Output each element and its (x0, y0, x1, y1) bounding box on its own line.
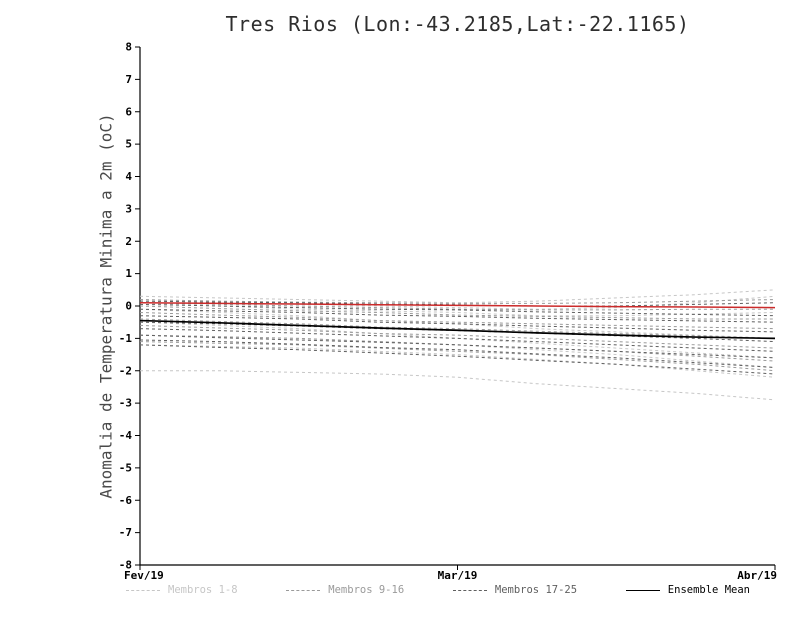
member-line (139, 334, 776, 369)
member-line (139, 328, 776, 352)
member-line (139, 302, 775, 311)
member-line (139, 334, 776, 362)
legend-label: Membros 1-8 (168, 584, 238, 596)
member-line (139, 300, 776, 307)
member-line (139, 289, 776, 304)
reference-line (139, 302, 776, 309)
member-line (139, 318, 776, 339)
member-line (139, 308, 776, 339)
legend-line-sample-membros-17-25 (452, 589, 487, 591)
y-tick-label: -7 (119, 526, 132, 539)
member-line (139, 321, 776, 359)
legend-label: Membros 9-16 (328, 584, 405, 596)
member-line (139, 334, 776, 359)
y-tick-label: -4 (119, 429, 133, 442)
legend-item-membros-9-16: Membros 9-16 (286, 584, 404, 596)
member-line (139, 315, 776, 333)
legend-line-sample-membros-9-16 (286, 589, 321, 591)
legend-item-ensemble-mean: Ensemble Mean (625, 584, 750, 596)
member-line (139, 295, 776, 310)
y-tick-label: 1 (125, 267, 132, 280)
y-tick-label: 5 (125, 138, 132, 151)
y-tick-label: 2 (125, 235, 132, 248)
member-line (139, 302, 776, 317)
legend-line-sample-membros-1-8 (126, 589, 160, 591)
member-line (139, 305, 775, 320)
x-tick-label: Mar/19 (438, 569, 478, 582)
y-tick-label: 6 (125, 105, 132, 118)
member-line (139, 303, 776, 317)
y-tick-label: 0 (125, 300, 132, 313)
y-tick-label: 7 (125, 73, 132, 86)
y-tick-label: 8 (125, 41, 132, 54)
member-line (139, 344, 776, 378)
legend: Membros 1-8 Membros 9-16 Membros 17-25 E… (126, 584, 750, 596)
member-line (140, 370, 776, 401)
y-tick-label: -8 (119, 559, 132, 572)
member-line (139, 299, 776, 304)
y-tick-label: 4 (125, 170, 132, 183)
ensemble-mean-line (139, 319, 776, 340)
y-axis-label: Anomalia de Temperatura Minima a 2m (oC) (96, 113, 116, 499)
legend-item-membros-17-25: Membros 17-25 (452, 584, 578, 596)
x-tick-label: Fev/19 (124, 569, 164, 582)
y-tick-label: -5 (119, 461, 132, 474)
legend-label: Ensemble Mean (667, 584, 750, 596)
member-line (139, 341, 776, 372)
y-tick-label: -1 (119, 332, 133, 345)
member-line (139, 308, 776, 323)
y-tick-label: -6 (119, 494, 133, 507)
chart-title: Tres Rios (Lon:-43.2185,Lat:-22.1165) (225, 12, 690, 36)
y-tick-label: -3 (119, 397, 132, 410)
member-line (139, 321, 776, 343)
legend-item-membros-1-8: Membros 1-8 (126, 584, 238, 596)
y-tick-label: -2 (119, 364, 132, 377)
member-line (139, 344, 776, 375)
y-tick-label: 3 (125, 202, 132, 215)
x-tick-label: Abr/19 (737, 569, 777, 582)
legend-label: Membros 17-25 (494, 584, 578, 596)
member-line (139, 324, 776, 349)
member-line (139, 339, 776, 369)
legend-line-sample-ensemble-mean (625, 589, 660, 591)
member-line (139, 311, 776, 330)
